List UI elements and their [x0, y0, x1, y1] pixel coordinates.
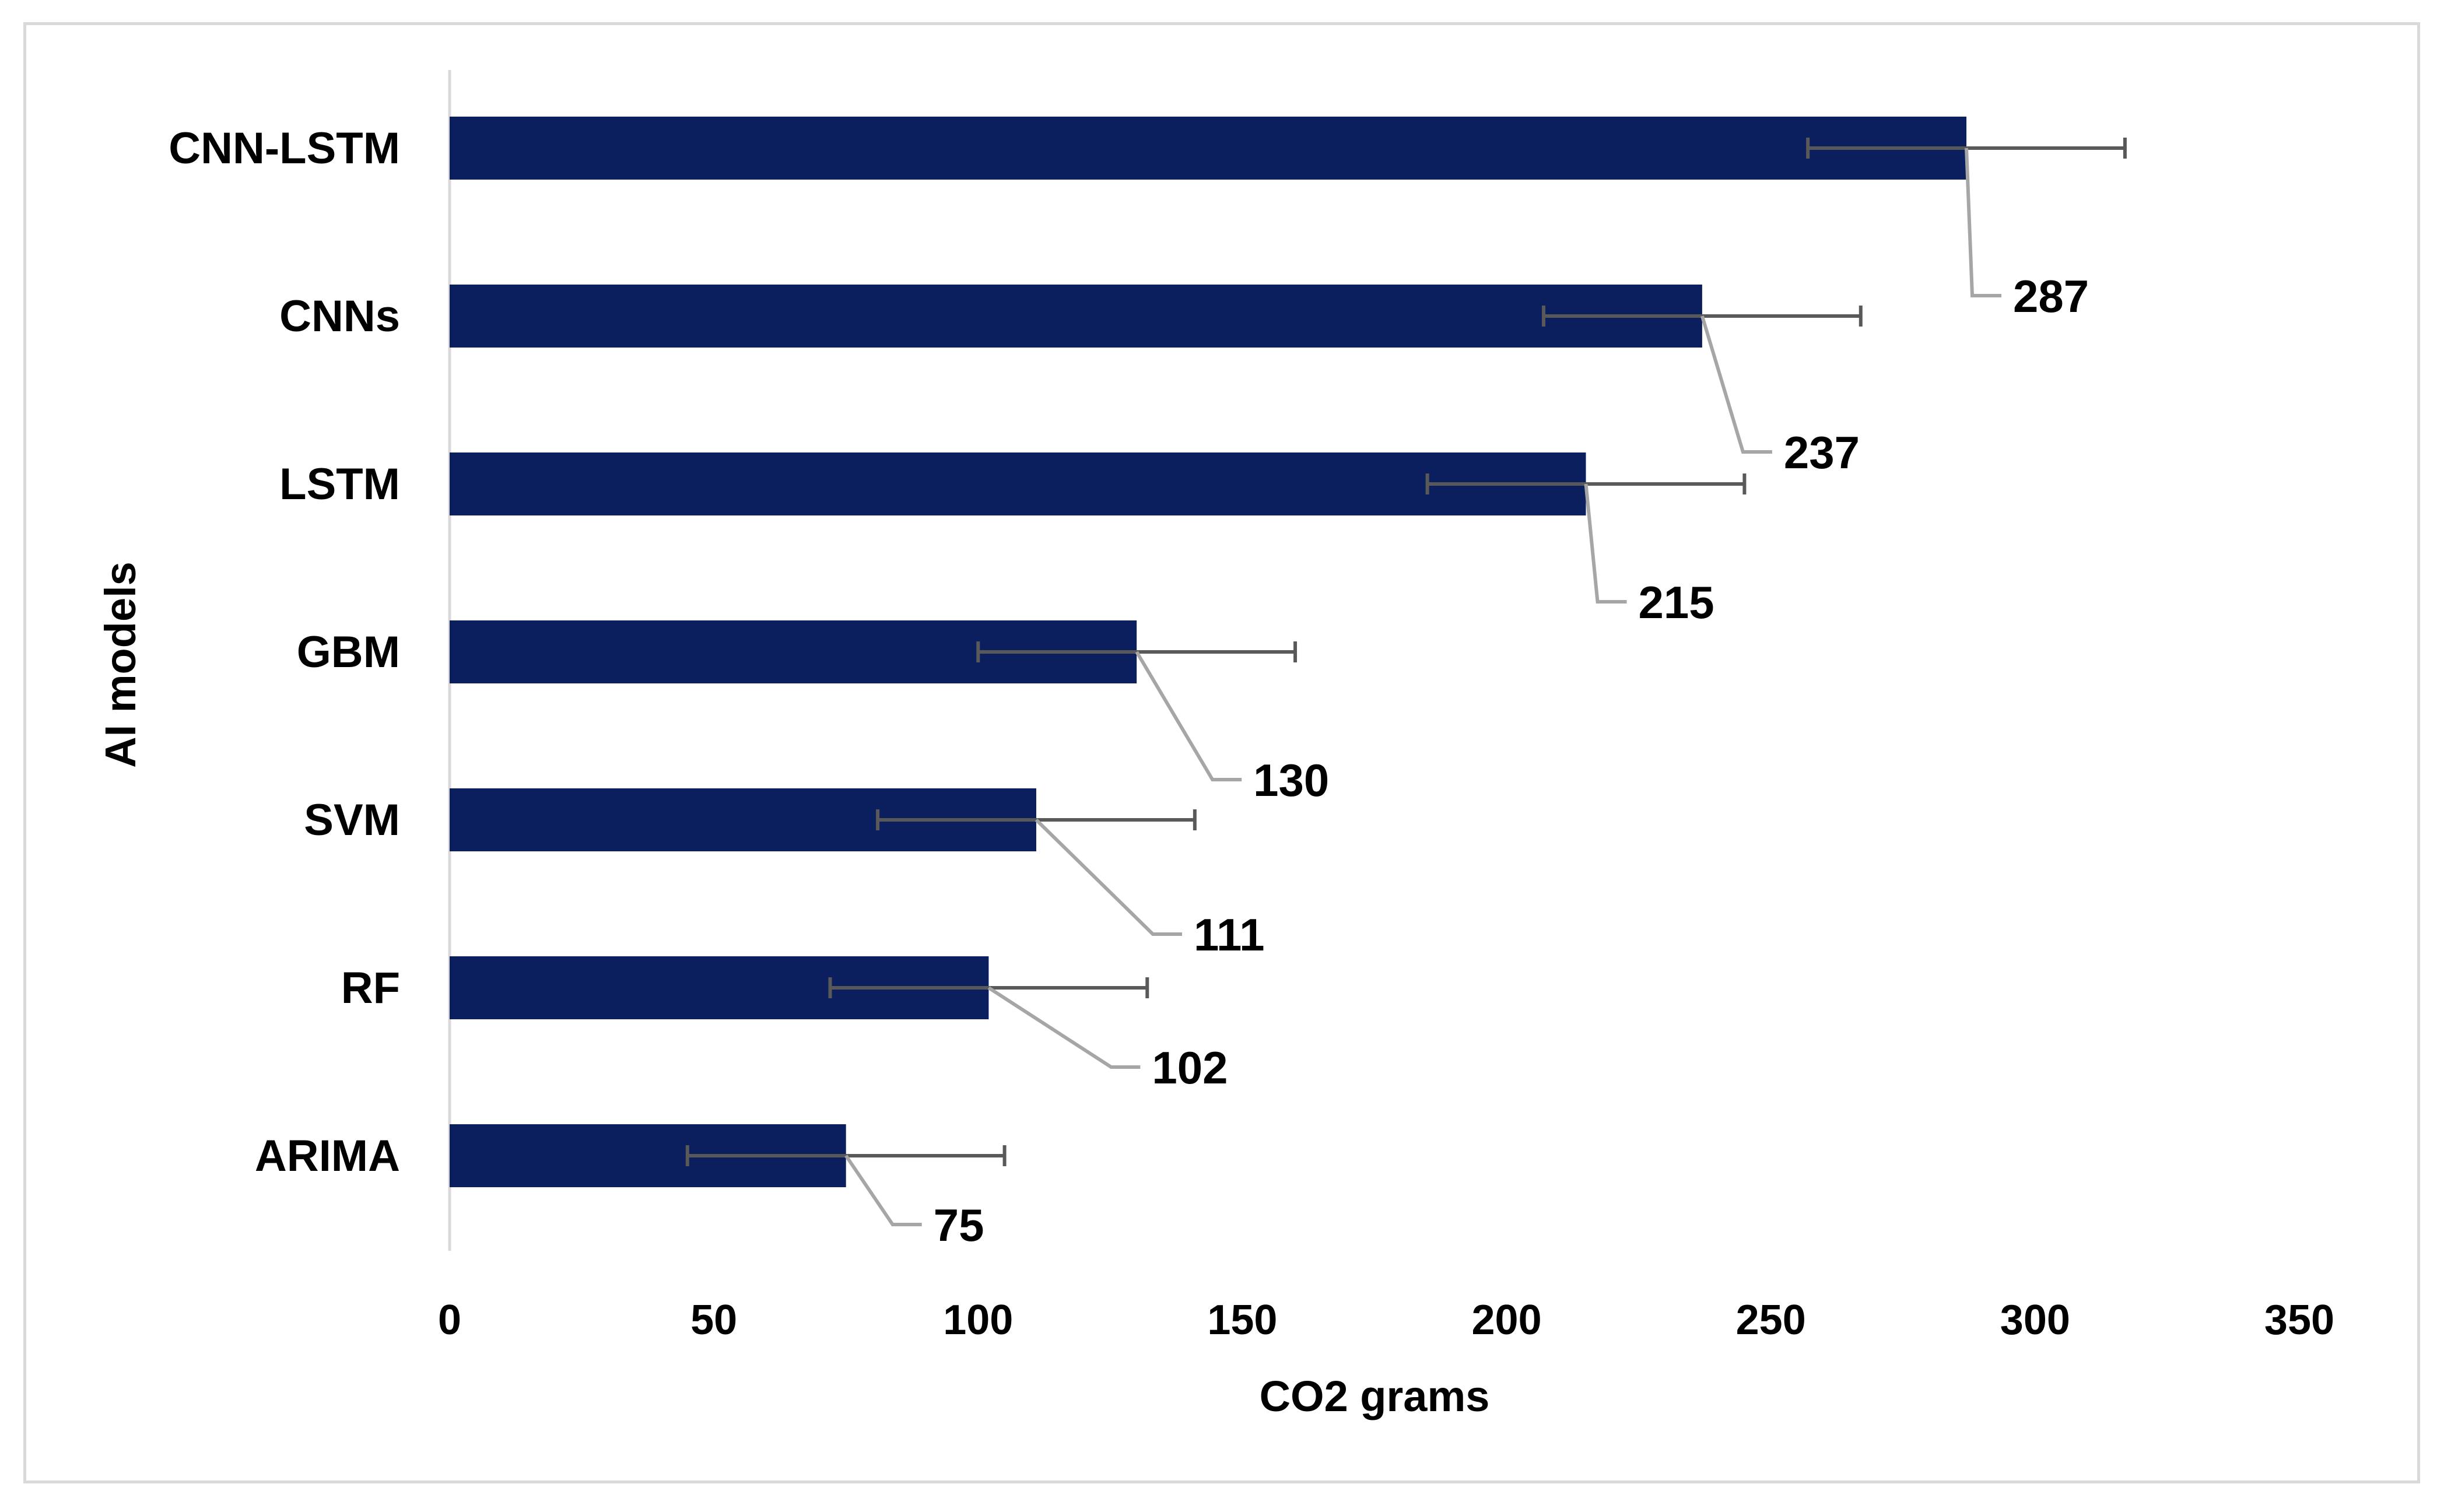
bar-cnn-lstm — [450, 117, 1967, 180]
data-label: 102 — [1152, 1042, 1228, 1093]
x-tick-label: 0 — [438, 1297, 461, 1343]
leader-line — [1584, 483, 1627, 604]
x-tick-label: 200 — [1472, 1297, 1542, 1343]
leader-line — [1135, 651, 1242, 781]
category-label: SVM — [304, 795, 400, 845]
category-label: GBM — [297, 627, 400, 677]
labels-layer: CNN-LSTM 287 CNNs 237 LSTM 215 GBM 130 SVM 111 RF 1… — [169, 124, 2334, 1343]
x-axis-title: CO2 grams — [1260, 1372, 1490, 1420]
y-axis-title: AI models — [96, 562, 145, 768]
leader-line — [844, 1155, 922, 1226]
leader-line — [987, 986, 1141, 1069]
category-label: ARIMA — [255, 1131, 400, 1181]
chart-frame — [23, 22, 2420, 1483]
bar-cnns — [450, 285, 1702, 348]
category-label: RF — [341, 963, 400, 1013]
data-label: 215 — [1639, 577, 1714, 628]
x-tick-label: 250 — [1736, 1297, 1806, 1343]
leader-lines-layer — [844, 148, 2002, 1226]
data-label: 287 — [2013, 271, 2089, 322]
leader-line — [1700, 315, 1772, 454]
bar-lstm — [450, 452, 1586, 515]
data-label: 75 — [934, 1199, 984, 1251]
x-tick-label: 300 — [2000, 1297, 2070, 1343]
x-tick-label: 350 — [2264, 1297, 2334, 1343]
leader-line — [1035, 818, 1182, 936]
category-label: CNN-LSTM — [169, 124, 400, 173]
data-label: 130 — [1253, 755, 1329, 806]
category-label: LSTM — [279, 459, 400, 509]
x-tick-label: 100 — [943, 1297, 1013, 1343]
category-label: CNNs — [279, 292, 400, 341]
leader-line — [1965, 148, 2002, 297]
data-label: 237 — [1784, 427, 1860, 478]
x-tick-label: 150 — [1207, 1297, 1277, 1343]
x-tick-label: 50 — [690, 1297, 737, 1343]
data-label: 111 — [1194, 909, 1265, 960]
